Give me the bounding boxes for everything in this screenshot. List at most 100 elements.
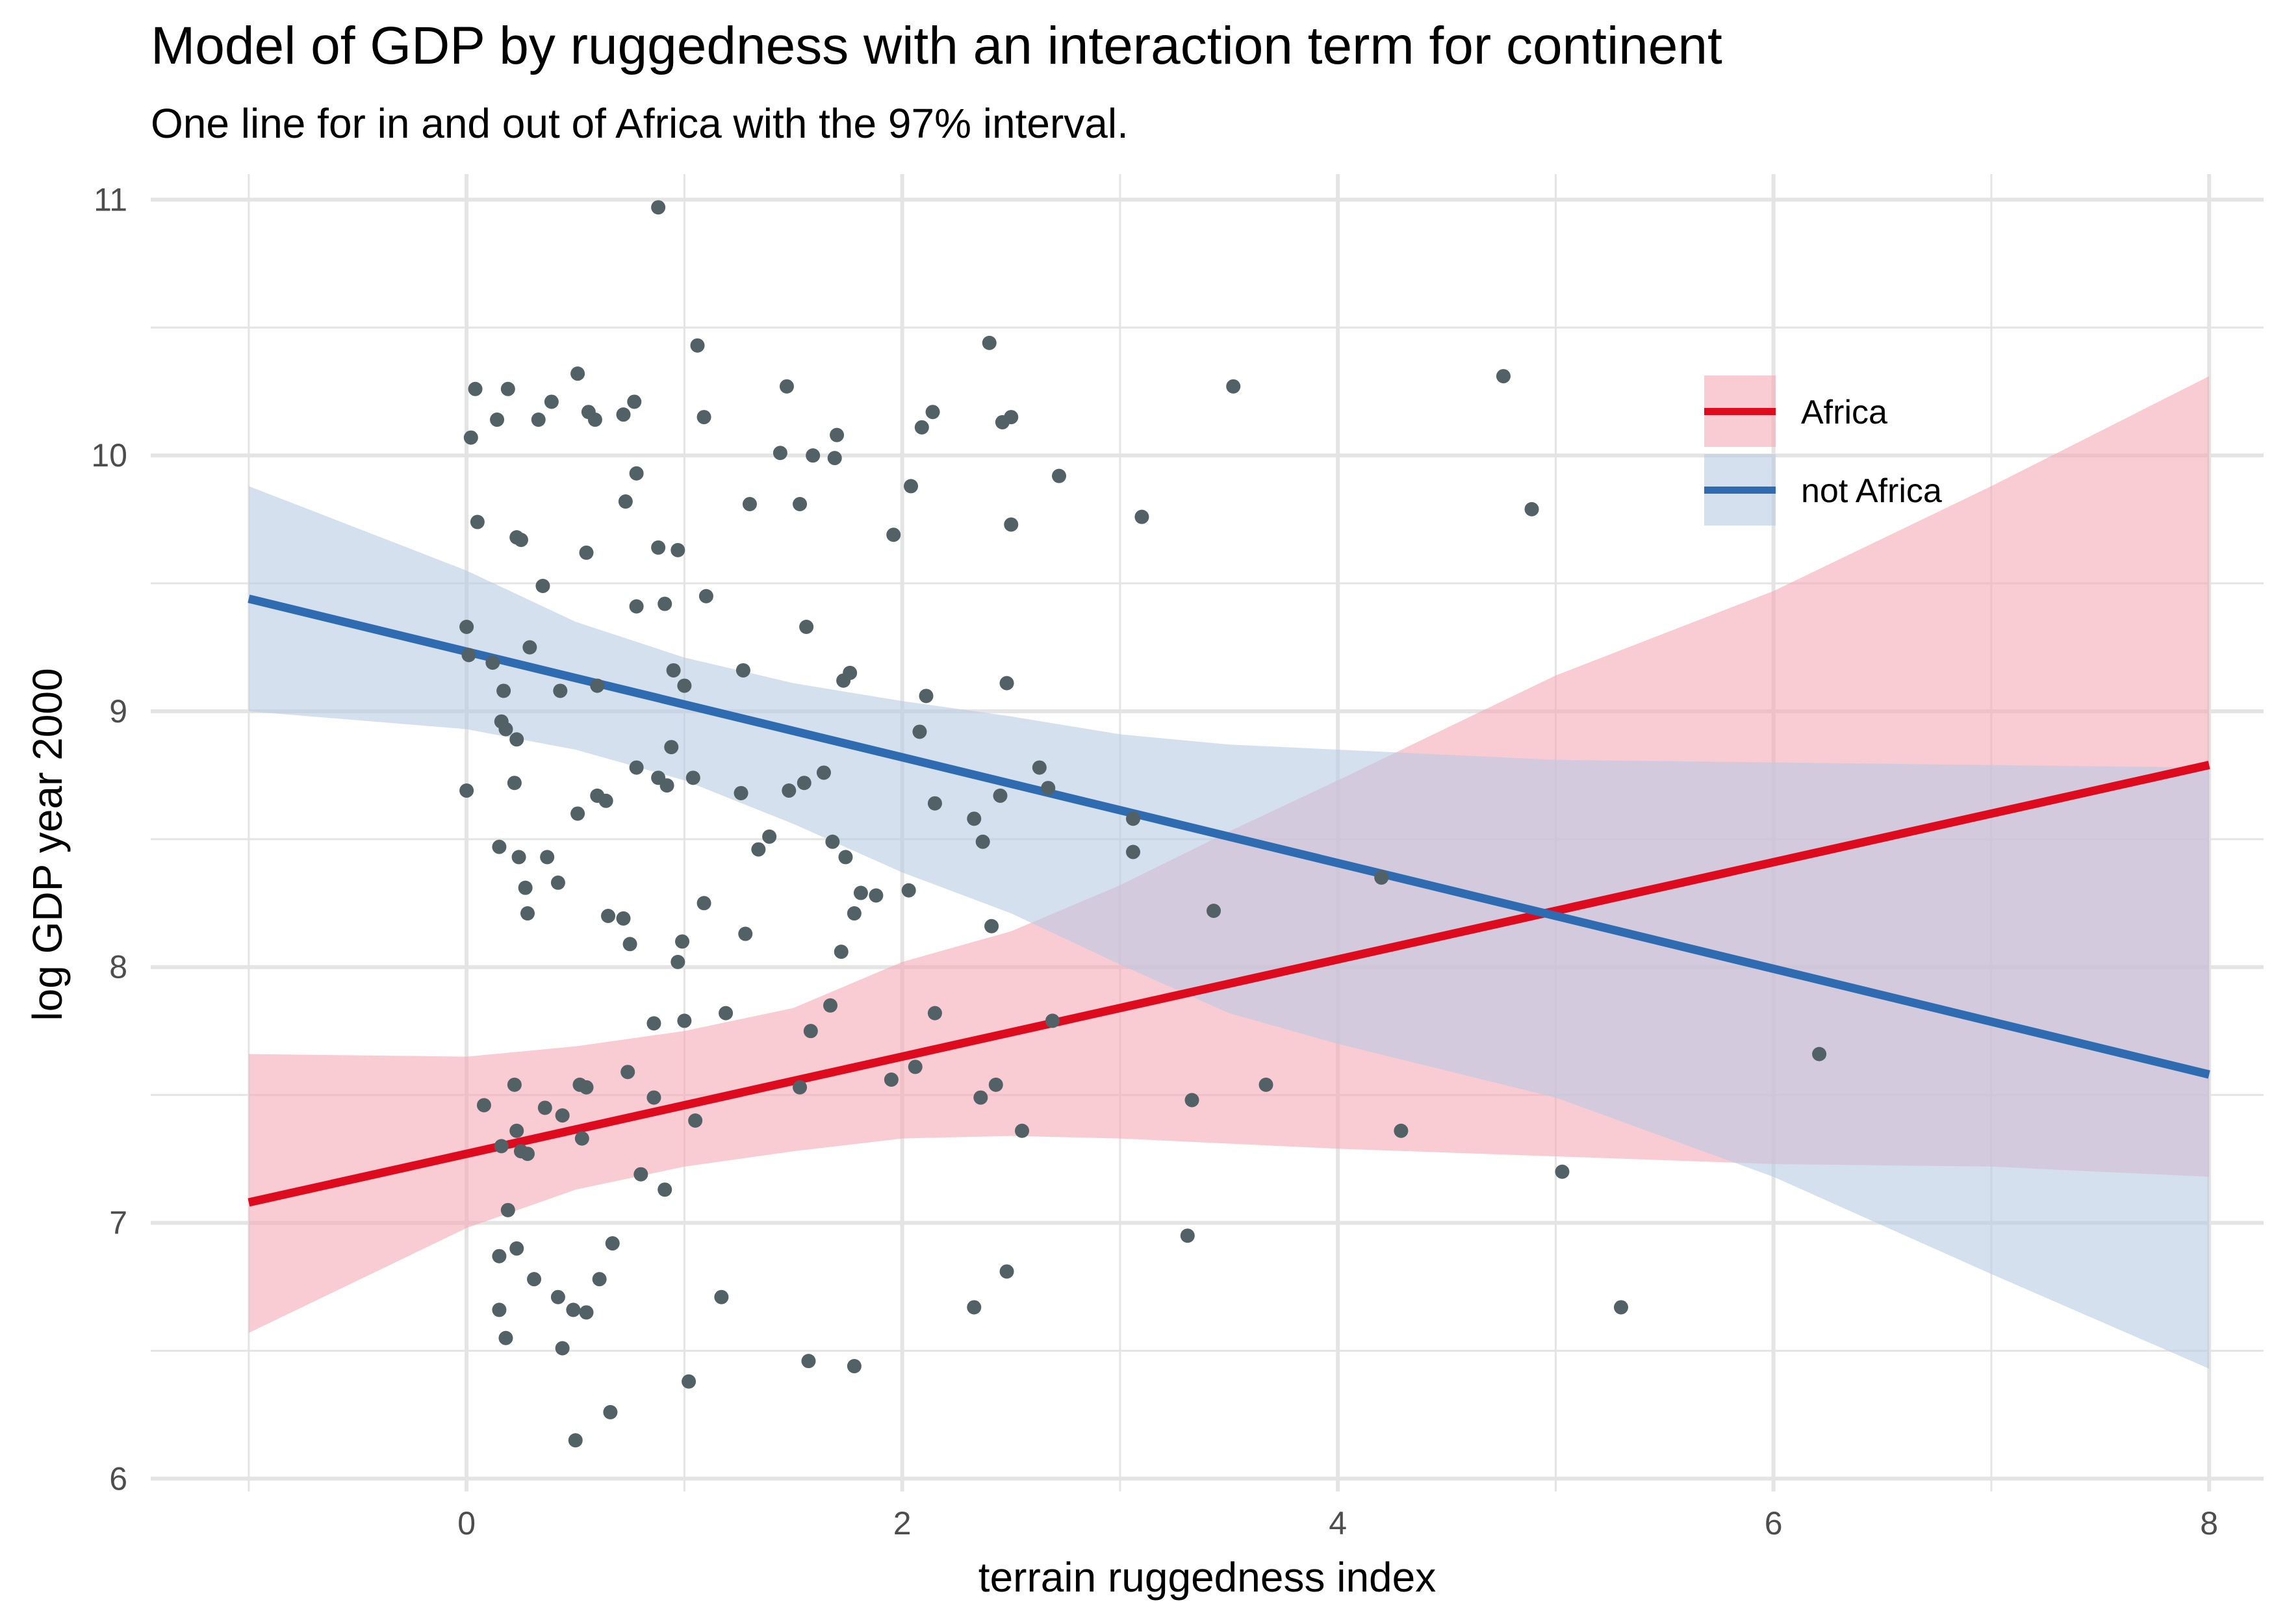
- data-point: [627, 394, 642, 409]
- data-point: [834, 945, 849, 959]
- data-point: [884, 1072, 899, 1087]
- x-tick-label: 4: [1329, 1505, 1347, 1542]
- y-axis-ticks: 6 7 8 9 10 11: [91, 181, 127, 1497]
- data-point: [579, 1080, 594, 1095]
- data-point: [1041, 781, 1056, 796]
- data-point: [973, 1090, 988, 1105]
- data-point: [967, 811, 982, 826]
- data-point: [1015, 1123, 1030, 1138]
- data-point: [658, 596, 672, 611]
- data-point: [671, 954, 685, 969]
- data-point: [535, 578, 550, 593]
- data-point: [590, 678, 605, 693]
- x-axis-ticks: 0 2 4 6 8: [457, 1505, 2218, 1542]
- data-points: [459, 200, 1827, 1448]
- data-point: [927, 796, 942, 811]
- data-point: [592, 1272, 607, 1287]
- data-point: [629, 599, 644, 614]
- data-point: [1126, 811, 1141, 826]
- data-point: [984, 919, 999, 933]
- data-point: [914, 420, 929, 435]
- data-point: [507, 1077, 522, 1092]
- data-point: [468, 381, 483, 396]
- data-point: [793, 1080, 808, 1095]
- data-point: [685, 770, 700, 785]
- data-point: [579, 1305, 594, 1320]
- data-point: [633, 1167, 648, 1182]
- data-point: [629, 466, 644, 481]
- y-axis-title: log GDP year 2000: [24, 668, 71, 1021]
- legend-key-africa-line: [1704, 408, 1776, 415]
- data-point: [553, 683, 568, 698]
- data-point: [540, 850, 555, 865]
- data-point: [742, 496, 757, 511]
- data-point: [1045, 1013, 1060, 1028]
- data-point: [531, 412, 546, 427]
- legend-label-africa: Africa: [1801, 394, 1887, 431]
- data-point: [734, 785, 748, 800]
- y-tick-label: 9: [109, 693, 127, 730]
- data-point: [598, 793, 613, 808]
- data-point: [459, 620, 474, 635]
- data-point: [993, 788, 1008, 803]
- data-point: [677, 1013, 692, 1028]
- data-point: [651, 540, 666, 555]
- data-point: [1004, 517, 1019, 532]
- x-tick-label: 2: [893, 1505, 912, 1542]
- not-africa-fit-line: [248, 594, 2210, 1079]
- data-point: [620, 1065, 635, 1080]
- data-point: [496, 683, 511, 698]
- africa-fit-line: [248, 761, 2210, 1207]
- data-point: [476, 1098, 491, 1113]
- data-point: [830, 427, 845, 442]
- data-point: [511, 850, 526, 865]
- data-point: [574, 1131, 589, 1146]
- data-point: [671, 542, 685, 557]
- legend-label-not-africa: not Africa: [1801, 472, 1942, 510]
- data-point: [616, 407, 631, 422]
- data-point: [912, 724, 927, 739]
- data-point: [696, 896, 711, 911]
- x-tick-label: 8: [2200, 1505, 2218, 1542]
- data-point: [498, 1330, 513, 1345]
- data-point: [1374, 870, 1389, 885]
- data-point: [801, 1354, 816, 1369]
- data-point: [823, 998, 838, 1013]
- data-point: [601, 908, 616, 923]
- legend: Africa not Africa: [1704, 375, 1942, 526]
- data-point: [520, 1147, 535, 1161]
- data-point: [566, 1302, 581, 1317]
- data-point: [622, 937, 637, 952]
- data-point: [803, 1024, 818, 1039]
- chart-subtitle: One line for in and out of Africa with t…: [151, 100, 1129, 147]
- data-point: [1394, 1123, 1409, 1138]
- data-point: [570, 366, 585, 381]
- data-point: [793, 496, 808, 511]
- data-point: [782, 783, 797, 798]
- y-tick-label: 7: [109, 1205, 127, 1241]
- data-point: [651, 200, 666, 215]
- data-point: [550, 875, 565, 890]
- data-point: [555, 1108, 570, 1123]
- data-point: [616, 911, 631, 926]
- data-point: [570, 806, 585, 821]
- data-point: [629, 760, 644, 775]
- data-point: [1004, 410, 1019, 425]
- data-point: [498, 722, 513, 737]
- data-point: [1180, 1228, 1195, 1243]
- data-point: [618, 494, 633, 509]
- data-point: [719, 1006, 734, 1021]
- data-point: [658, 1182, 672, 1197]
- data-point: [738, 926, 753, 941]
- data-point: [901, 883, 916, 898]
- data-point: [1496, 369, 1511, 384]
- data-point: [659, 778, 674, 793]
- data-point: [509, 732, 524, 747]
- legend-key-not-africa-line: [1704, 487, 1776, 494]
- data-point: [816, 765, 831, 780]
- data-point: [587, 412, 602, 427]
- data-point: [682, 1374, 696, 1389]
- fit-lines: [248, 594, 2210, 1207]
- data-point: [1207, 904, 1221, 919]
